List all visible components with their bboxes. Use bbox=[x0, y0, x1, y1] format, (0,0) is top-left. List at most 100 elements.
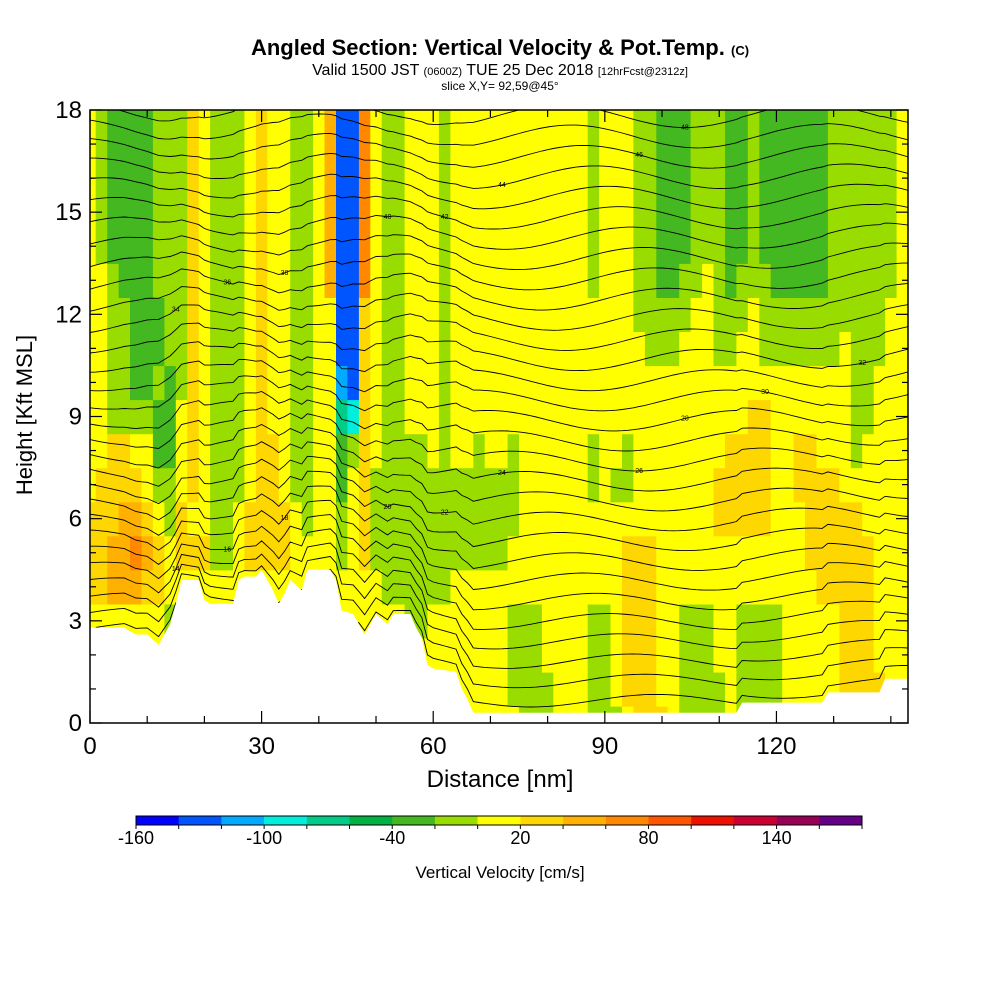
field-cell bbox=[358, 569, 371, 605]
field-cell bbox=[118, 365, 131, 401]
field-cell bbox=[473, 263, 486, 298]
field-cell bbox=[358, 263, 371, 298]
field-cell bbox=[404, 263, 417, 298]
field-cell bbox=[564, 127, 577, 162]
field-cell bbox=[770, 297, 783, 332]
field-cell bbox=[850, 467, 863, 503]
field-cell bbox=[541, 161, 554, 196]
field-cell bbox=[461, 110, 474, 128]
field-cell bbox=[885, 297, 898, 332]
field-cell bbox=[839, 399, 852, 435]
field-cell bbox=[541, 331, 554, 367]
field-cell bbox=[587, 110, 600, 128]
field-cell bbox=[210, 263, 223, 298]
field-cell bbox=[530, 110, 543, 128]
field-cell bbox=[587, 263, 600, 298]
field-cell bbox=[427, 535, 440, 571]
field-cell bbox=[175, 297, 188, 332]
field-cell bbox=[118, 399, 131, 435]
field-cell bbox=[576, 365, 589, 401]
field-cell bbox=[221, 195, 234, 230]
field-cell bbox=[198, 229, 211, 264]
field-cell bbox=[141, 603, 154, 639]
field-cell bbox=[885, 501, 898, 537]
field-cell bbox=[564, 569, 577, 605]
field-cell bbox=[644, 671, 657, 707]
field-cell bbox=[336, 263, 348, 298]
field-cell bbox=[461, 229, 474, 264]
field-cell bbox=[438, 297, 451, 332]
field-cell bbox=[622, 569, 634, 605]
field-cell bbox=[644, 195, 657, 230]
field-cell bbox=[633, 433, 646, 469]
field-cell bbox=[404, 195, 417, 230]
field-cell bbox=[667, 161, 680, 196]
theta-contour-line bbox=[90, 358, 908, 412]
field-cell bbox=[816, 637, 829, 673]
field-cell bbox=[244, 365, 257, 401]
field-cell bbox=[370, 433, 383, 469]
field-cell bbox=[507, 365, 520, 401]
field-cell bbox=[141, 535, 154, 571]
field-cell bbox=[690, 365, 703, 401]
field-cell bbox=[885, 127, 898, 162]
field-cell bbox=[496, 535, 509, 571]
field-cell bbox=[541, 535, 554, 571]
field-cell bbox=[564, 110, 577, 128]
field-cell bbox=[278, 365, 291, 401]
field-cell bbox=[827, 331, 840, 367]
field-cell bbox=[850, 569, 863, 605]
field-cell bbox=[622, 603, 634, 639]
field-cell bbox=[233, 433, 245, 469]
field-cell bbox=[725, 297, 737, 332]
field-cell bbox=[438, 535, 451, 571]
field-cell bbox=[301, 535, 314, 571]
field-cell bbox=[850, 535, 863, 571]
field-cell bbox=[793, 127, 806, 162]
field-cell bbox=[656, 467, 669, 503]
field-cell bbox=[347, 297, 360, 332]
field-cell bbox=[118, 433, 131, 469]
field-cell bbox=[95, 433, 108, 469]
field-cell bbox=[553, 297, 566, 332]
field-cell bbox=[347, 127, 360, 162]
field-cell bbox=[519, 671, 531, 707]
field-cell bbox=[496, 501, 509, 537]
field-cell bbox=[519, 467, 531, 503]
field-cell bbox=[324, 127, 337, 162]
field-cell bbox=[885, 263, 898, 298]
theta-contour-line bbox=[90, 441, 908, 512]
field-cell bbox=[759, 195, 772, 230]
field-cell bbox=[564, 229, 577, 264]
field-cell bbox=[233, 110, 245, 128]
field-cell bbox=[690, 535, 703, 571]
field-cell bbox=[667, 433, 680, 469]
field-cell bbox=[290, 297, 303, 332]
field-cell bbox=[324, 195, 337, 230]
field-cell bbox=[461, 195, 474, 230]
field-cell bbox=[622, 229, 634, 264]
field-cell bbox=[152, 263, 165, 298]
field-cell bbox=[782, 365, 795, 401]
field-cell bbox=[656, 569, 669, 605]
field-cell bbox=[416, 569, 429, 605]
field-cell bbox=[290, 467, 303, 503]
field-cell bbox=[473, 535, 486, 571]
field-cell bbox=[599, 127, 612, 162]
field-cell bbox=[690, 433, 703, 469]
field-cell bbox=[301, 399, 314, 435]
field-cell bbox=[221, 297, 234, 332]
field-cell bbox=[827, 433, 840, 469]
field-cell bbox=[198, 399, 211, 435]
field-cell bbox=[530, 467, 543, 503]
field-cell bbox=[576, 433, 589, 469]
field-cell bbox=[336, 161, 348, 196]
field-cell bbox=[633, 331, 646, 367]
field-cell bbox=[553, 263, 566, 298]
field-cell bbox=[839, 501, 852, 537]
field-cell bbox=[370, 263, 383, 298]
field-cell bbox=[667, 365, 680, 401]
field-cell bbox=[381, 535, 394, 571]
chart-subtitle: Valid 1500 JST (0600Z) TUE 25 Dec 2018 [… bbox=[312, 62, 688, 79]
field-cell bbox=[850, 365, 863, 401]
